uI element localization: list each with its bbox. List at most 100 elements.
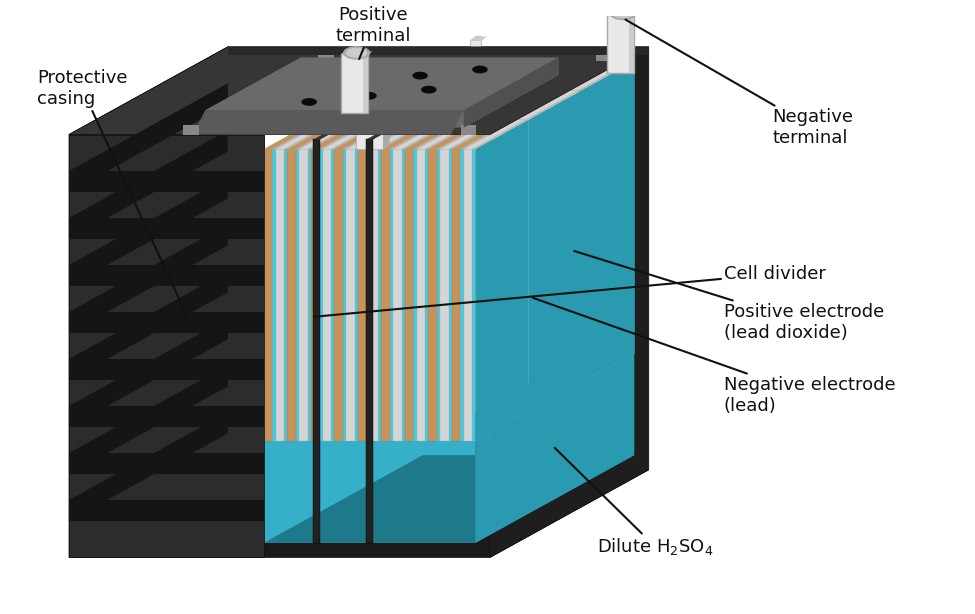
Polygon shape (317, 120, 528, 411)
Polygon shape (405, 149, 413, 440)
Polygon shape (69, 500, 264, 521)
Polygon shape (463, 149, 472, 440)
Polygon shape (630, 15, 635, 73)
Polygon shape (436, 95, 443, 120)
Polygon shape (264, 455, 634, 543)
Polygon shape (264, 120, 528, 149)
Polygon shape (323, 120, 384, 149)
Polygon shape (69, 271, 228, 380)
Polygon shape (434, 91, 495, 120)
Polygon shape (383, 124, 390, 149)
Polygon shape (288, 120, 349, 149)
Text: Dilute H$_2$SO$_4$: Dilute H$_2$SO$_4$ (555, 448, 714, 558)
Polygon shape (356, 128, 383, 149)
Polygon shape (356, 124, 390, 128)
Polygon shape (193, 110, 464, 134)
Polygon shape (446, 120, 454, 411)
Polygon shape (301, 98, 317, 106)
Polygon shape (367, 139, 373, 543)
Polygon shape (607, 15, 635, 73)
Polygon shape (489, 47, 648, 558)
Polygon shape (534, 61, 596, 91)
Polygon shape (69, 177, 228, 286)
Polygon shape (353, 78, 369, 86)
Polygon shape (276, 120, 337, 149)
Polygon shape (476, 353, 634, 543)
Polygon shape (428, 120, 489, 149)
Polygon shape (452, 61, 514, 91)
Polygon shape (393, 149, 402, 440)
Polygon shape (343, 46, 370, 60)
Polygon shape (434, 120, 443, 411)
Polygon shape (183, 125, 199, 135)
Polygon shape (511, 61, 572, 91)
Polygon shape (69, 312, 264, 333)
Polygon shape (318, 51, 333, 61)
Polygon shape (393, 61, 454, 91)
Polygon shape (264, 455, 634, 543)
Polygon shape (264, 353, 634, 440)
Polygon shape (288, 149, 295, 440)
Polygon shape (476, 91, 484, 382)
Polygon shape (367, 111, 426, 139)
Polygon shape (313, 111, 373, 139)
Polygon shape (399, 120, 408, 411)
Polygon shape (313, 139, 320, 543)
Polygon shape (69, 412, 228, 521)
Polygon shape (311, 149, 320, 440)
Polygon shape (464, 57, 559, 128)
Polygon shape (410, 120, 419, 411)
Polygon shape (405, 120, 466, 149)
Polygon shape (69, 134, 264, 558)
Polygon shape (346, 149, 355, 440)
Polygon shape (299, 120, 361, 149)
Polygon shape (569, 61, 631, 91)
Polygon shape (329, 120, 337, 411)
Polygon shape (370, 149, 378, 440)
Polygon shape (370, 91, 581, 382)
Polygon shape (358, 149, 367, 440)
Polygon shape (416, 61, 478, 91)
Polygon shape (69, 453, 264, 474)
Polygon shape (323, 149, 332, 440)
Polygon shape (387, 120, 396, 411)
Polygon shape (488, 61, 549, 91)
Polygon shape (311, 120, 372, 149)
Polygon shape (405, 61, 466, 91)
Polygon shape (375, 91, 437, 120)
Polygon shape (428, 91, 437, 382)
Polygon shape (363, 54, 368, 112)
Polygon shape (69, 265, 264, 286)
Polygon shape (317, 120, 326, 411)
Polygon shape (69, 271, 228, 380)
Polygon shape (393, 91, 402, 382)
Polygon shape (364, 95, 382, 98)
Polygon shape (393, 120, 454, 149)
Polygon shape (69, 224, 228, 333)
Polygon shape (69, 359, 264, 380)
Polygon shape (381, 120, 443, 149)
Polygon shape (428, 149, 437, 440)
Polygon shape (276, 149, 284, 440)
Polygon shape (422, 120, 431, 411)
Polygon shape (381, 149, 390, 440)
Polygon shape (452, 91, 460, 382)
Polygon shape (264, 531, 476, 543)
Text: Positive electrode
(lead dioxide): Positive electrode (lead dioxide) (574, 251, 884, 342)
Polygon shape (482, 120, 489, 411)
Polygon shape (607, 12, 639, 15)
Polygon shape (334, 149, 343, 440)
Polygon shape (370, 120, 431, 149)
Text: Positive
terminal: Positive terminal (335, 6, 410, 59)
Polygon shape (528, 91, 581, 411)
Polygon shape (462, 66, 495, 69)
Polygon shape (505, 91, 566, 120)
Polygon shape (420, 65, 431, 70)
Polygon shape (340, 52, 372, 54)
Polygon shape (370, 91, 378, 382)
Polygon shape (69, 224, 228, 333)
Polygon shape (416, 69, 428, 98)
Polygon shape (428, 61, 489, 91)
Polygon shape (368, 94, 378, 99)
Polygon shape (340, 120, 349, 411)
